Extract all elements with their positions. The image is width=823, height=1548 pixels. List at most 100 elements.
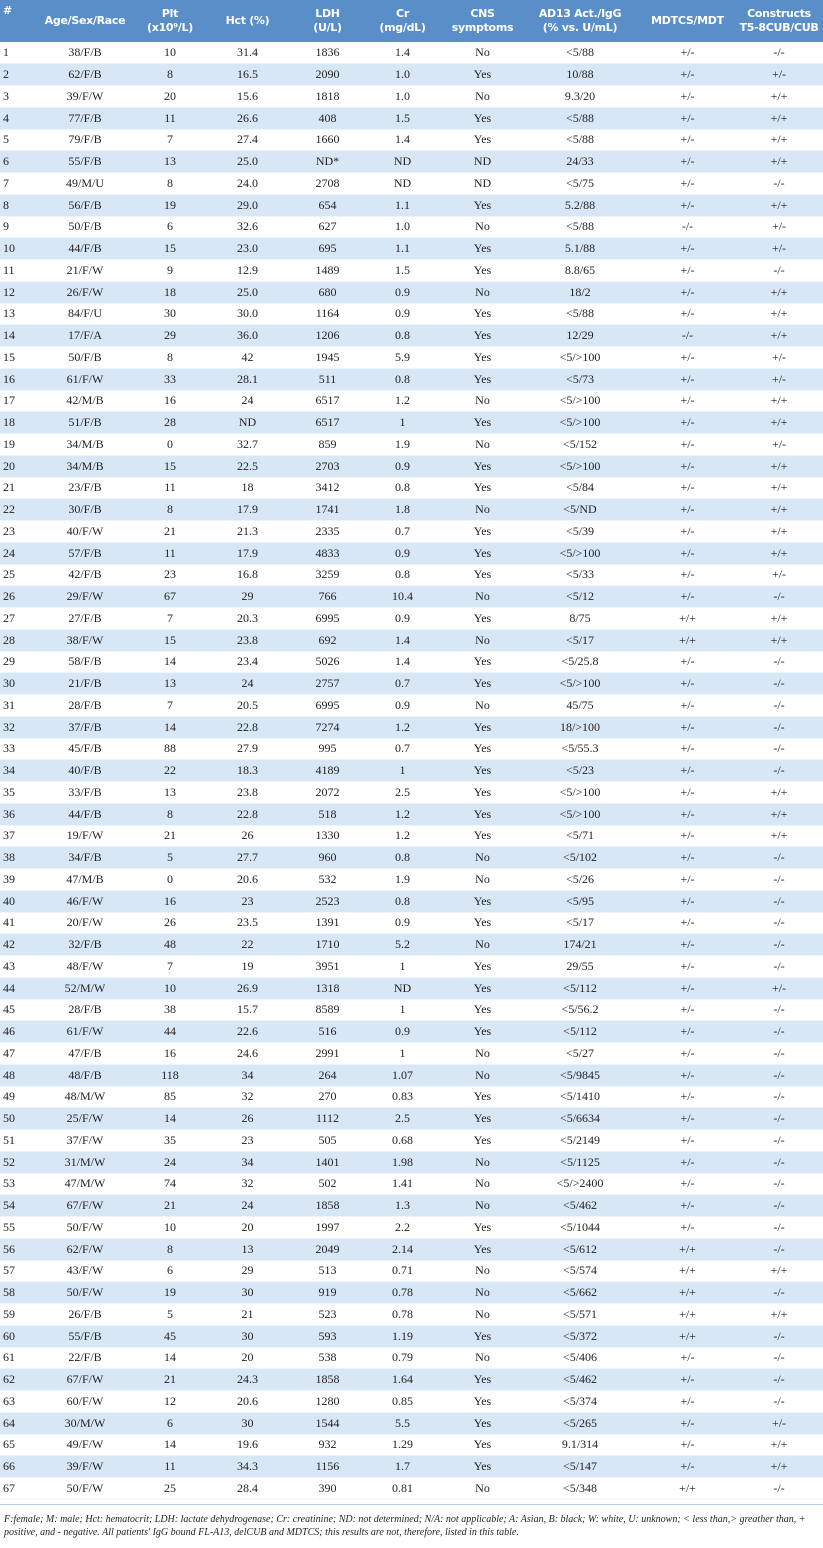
table-cell: 6995 [295, 607, 360, 630]
table-cell: 33 [0, 738, 30, 761]
table-cell: -/- [735, 890, 823, 913]
table-cell: +/+ [735, 390, 823, 413]
table-cell: 67 [0, 1477, 30, 1500]
table-cell: 61 [0, 1347, 30, 1370]
table-cell: 1.0 [360, 85, 445, 108]
table-cell: 62/F/B [30, 63, 140, 86]
table-row: 33 45/F/B 88 27.9 995 0.7 Yes <5/55.3 +/- -/- [0, 738, 823, 761]
table-cell: +/+ [735, 520, 823, 543]
table-cell: 593 [295, 1325, 360, 1348]
table-cell: -/- [735, 868, 823, 891]
table-cell: +/- [640, 194, 735, 217]
table-cell: 42 [0, 933, 30, 956]
table-cell: 270 [295, 1086, 360, 1109]
table-cell: 1 [360, 999, 445, 1022]
column-header: LDH (U/L) [295, 0, 360, 42]
table-cell: 13 [200, 1238, 295, 1261]
table-row: 13 84/F/U 30 30.0 1164 0.9 Yes <5/88 +/- +/+ [0, 303, 823, 326]
table-cell: Yes [445, 542, 520, 565]
table-cell: 42 [200, 346, 295, 369]
table-cell: 26.9 [200, 977, 295, 1000]
table-row: 1 38/F/B 10 31.4 1836 1.4 No <5/88 +/- -/- [0, 42, 823, 65]
table-cell: 55 [0, 1216, 30, 1239]
table-cell: 24 [200, 672, 295, 695]
table-cell: 46/F/W [30, 890, 140, 913]
table-cell: 11 [140, 542, 200, 565]
table-cell: 695 [295, 237, 360, 260]
table-cell: 34 [0, 759, 30, 782]
table-cell: 11 [140, 477, 200, 500]
table-cell: 14 [140, 1347, 200, 1370]
table-cell: Yes [445, 1129, 520, 1152]
table-cell: 64 [0, 1412, 30, 1435]
table-cell: 48 [140, 933, 200, 956]
table-cell: 1401 [295, 1151, 360, 1174]
table-cell: 18.3 [200, 759, 295, 782]
table-cell: 16 [140, 1042, 200, 1065]
table-cell: 0.8 [360, 846, 445, 869]
table-cell: 43 [0, 955, 30, 978]
table-cell: +/- [640, 1042, 735, 1065]
table-cell: +/- [640, 890, 735, 913]
table-cell: 627 [295, 216, 360, 239]
table-cell: 859 [295, 433, 360, 456]
data-table: # Age/Sex/Race Plt (x10⁹/L) Hct (%) LDH (U/L) C… [0, 0, 823, 1500]
table-cell: +/+ [735, 477, 823, 500]
table-row: 15 50/F/B 8 42 1945 5.9 Yes <5/>100 +/- +/- [0, 346, 823, 369]
table-cell: Yes [445, 520, 520, 543]
table-cell: 11 [140, 107, 200, 130]
table-cell: 35 [140, 1129, 200, 1152]
table-cell: 34/F/B [30, 846, 140, 869]
table-cell: +/- [640, 237, 735, 260]
table-cell: Yes [445, 607, 520, 630]
table-cell: 24.0 [200, 172, 295, 195]
table-cell: 52/M/W [30, 977, 140, 1000]
table-row: 5 79/F/B 7 27.4 1660 1.4 Yes <5/88 +/- +/+ [0, 129, 823, 152]
table-cell: 42/M/B [30, 390, 140, 413]
table-cell: 1 [360, 1042, 445, 1065]
table-row: 50 25/F/W 14 26 1112 2.5 Yes <5/6634 +/- -/- [0, 1107, 823, 1130]
table-cell: 8 [0, 194, 30, 217]
table-cell: 0.9 [360, 912, 445, 935]
table-row: 52 31/M/W 24 34 1401 1.98 No <5/1125 +/- -/- [0, 1151, 823, 1174]
table-cell: +/- [640, 738, 735, 761]
table-cell: 21/F/W [30, 259, 140, 282]
table-cell: -/- [735, 1020, 823, 1043]
table-cell: 5.5 [360, 1412, 445, 1435]
table-cell: ND [445, 172, 520, 195]
table-cell: 1.0 [360, 63, 445, 86]
table-cell: 44/F/B [30, 237, 140, 260]
table-row: 48 48/F/B 118 34 264 1.07 No <5/9845 +/- -/- [0, 1064, 823, 1087]
table-cell: 39/F/W [30, 85, 140, 108]
table-cell: Yes [445, 781, 520, 804]
table-cell: -/- [735, 846, 823, 869]
table-cell: 9.3/20 [520, 85, 640, 108]
table-cell: +/- [640, 368, 735, 391]
table-cell: 1489 [295, 259, 360, 282]
table-cell: 41 [0, 912, 30, 935]
table-row: 35 33/F/B 13 23.8 2072 2.5 Yes <5/>100 +/- +/+ [0, 781, 823, 804]
header-line: LDH [315, 7, 340, 20]
table-cell: +/+ [735, 1303, 823, 1326]
table-cell: <5/2149 [520, 1129, 640, 1152]
table-cell: <5/662 [520, 1281, 640, 1304]
table-cell: <5/17 [520, 629, 640, 652]
table-cell: 50 [0, 1107, 30, 1130]
table-row: 65 49/F/W 14 19.6 932 1.29 Yes 9.1/314 +/- +/+ [0, 1434, 823, 1457]
table-cell: 1858 [295, 1194, 360, 1217]
table-cell: 3412 [295, 477, 360, 500]
column-header: MDTCS/MDT [640, 0, 735, 42]
table-cell: 21 [140, 825, 200, 848]
table-cell: 2523 [295, 890, 360, 913]
table-cell: 26 [140, 912, 200, 935]
table-cell: 5 [140, 1303, 200, 1326]
table-cell: 27 [0, 607, 30, 630]
table-cell: 6 [140, 1260, 200, 1283]
table-cell: -/- [735, 1325, 823, 1348]
table-cell: +/- [640, 672, 735, 695]
table-cell: 19/F/W [30, 825, 140, 848]
table-cell: 2335 [295, 520, 360, 543]
table-cell: 2708 [295, 172, 360, 195]
table-cell: Yes [445, 803, 520, 826]
table-cell: 22 [140, 759, 200, 782]
